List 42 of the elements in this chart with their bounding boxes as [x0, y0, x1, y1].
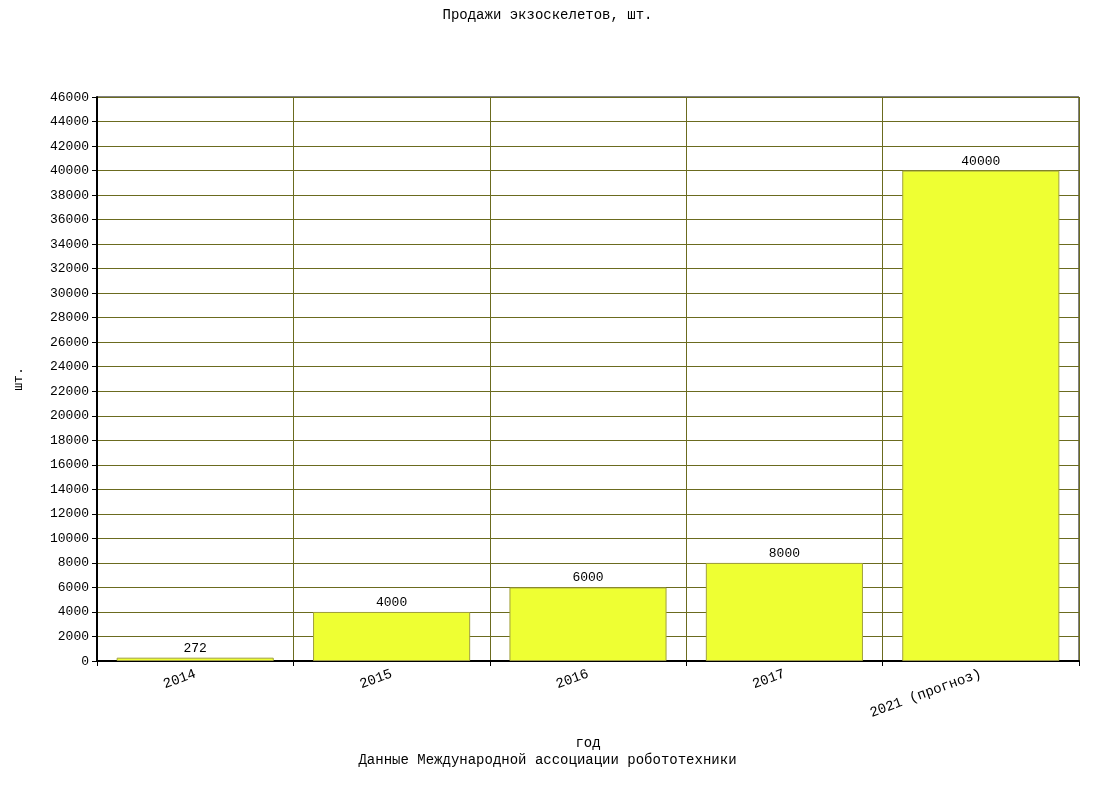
- data-label: 4000: [375, 594, 408, 610]
- bar: [509, 587, 667, 661]
- y-tick-label: 28000: [49, 310, 89, 326]
- y-tick-label: 18000: [49, 432, 89, 448]
- y-tick-label: 46000: [49, 89, 89, 105]
- x-tick-label: 2016: [553, 665, 591, 693]
- y-tick-label: 34000: [49, 236, 89, 252]
- data-label: 8000: [768, 545, 801, 561]
- y-tick-label: 38000: [49, 187, 89, 203]
- y-tick-label: 20000: [49, 408, 89, 424]
- data-label: 272: [183, 640, 207, 656]
- data-label: 40000: [961, 153, 1001, 169]
- y-tick-label: 0: [81, 653, 89, 669]
- bar: [902, 170, 1060, 661]
- y-tick-label: 2000: [57, 628, 89, 644]
- y-tick-label: 32000: [49, 261, 89, 277]
- x-tick-label: 2015: [357, 665, 395, 693]
- y-tick-label: 44000: [49, 114, 89, 130]
- bar: [116, 657, 274, 661]
- bar: [705, 562, 863, 661]
- y-tick-label: 10000: [49, 530, 89, 546]
- y-tick-label: 22000: [49, 383, 89, 399]
- y-tick-label: 24000: [49, 359, 89, 375]
- y-tick-label: 16000: [49, 457, 89, 473]
- y-tick-label: 30000: [49, 285, 89, 301]
- y-tick-label: 14000: [49, 481, 89, 497]
- y-tick-label: 36000: [49, 212, 89, 228]
- y-tick-label: 42000: [49, 138, 89, 154]
- y-tick-label: 4000: [57, 604, 89, 620]
- y-axis-title: шт.: [11, 367, 26, 391]
- y-tick-label: 6000: [57, 579, 89, 595]
- data-label: 6000: [572, 570, 604, 586]
- y-tick-label: 26000: [49, 334, 89, 350]
- bar: [313, 611, 471, 661]
- y-tick-label: 8000: [57, 555, 89, 571]
- y-tick-label: 12000: [49, 506, 89, 522]
- x-axis-title: год: [575, 735, 601, 751]
- x-tick-label: 2017: [750, 665, 788, 693]
- x-tick-label: 2014: [160, 665, 198, 693]
- y-tick-label: 40000: [49, 163, 89, 179]
- text: Данные Международной ассоциации робототехники: [358, 752, 737, 768]
- chart-title: Продажи экзоскелетов, шт.: [442, 7, 653, 23]
